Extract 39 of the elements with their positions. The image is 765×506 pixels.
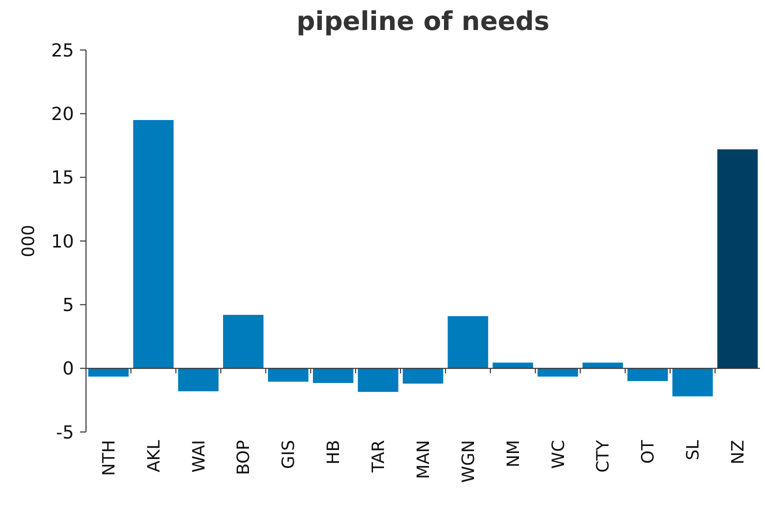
- x-tick-label: HB: [324, 440, 344, 464]
- bar: [268, 368, 308, 382]
- bar: [402, 368, 444, 384]
- x-tick-label: BOP: [234, 440, 254, 475]
- x-tick-label: SL: [684, 439, 704, 460]
- bar: [627, 368, 668, 382]
- x-tick-label: WC: [548, 440, 569, 469]
- bar: [582, 362, 623, 368]
- bar: [717, 149, 758, 368]
- y-tick-label: 5: [62, 294, 74, 316]
- y-axis-title: 000: [18, 224, 39, 258]
- bar: [358, 368, 398, 392]
- bar: [223, 314, 264, 368]
- bar: [492, 362, 534, 368]
- y-tick-label: 10: [51, 231, 74, 252]
- x-tick-label: WAI: [189, 440, 210, 473]
- x-tick-label: CTY: [594, 439, 614, 473]
- y-tick-label: 20: [51, 104, 74, 125]
- bar: [178, 368, 219, 392]
- bar: [88, 368, 129, 377]
- bar: [133, 120, 174, 368]
- x-tick-label: WGN: [458, 440, 479, 483]
- y-tick-label: 25: [51, 40, 74, 62]
- x-tick-label: OT: [638, 439, 659, 464]
- x-tick-label: TAR: [369, 440, 390, 474]
- y-tick-label: 0: [62, 358, 74, 380]
- y-tick-label: 15: [51, 168, 74, 189]
- x-tick-label: GIS: [279, 440, 300, 469]
- chart-title: pipeline of needs: [296, 7, 550, 37]
- x-tick-label: NM: [504, 440, 524, 468]
- x-tick-label: MAN: [414, 440, 434, 480]
- x-tick-label: NTH: [99, 440, 120, 476]
- x-tick-label: NZ: [728, 440, 748, 464]
- bar: [312, 368, 354, 383]
- bar: [538, 368, 578, 377]
- x-tick-label: AKL: [144, 439, 164, 472]
- bar: [672, 368, 713, 396]
- bar: [448, 316, 488, 368]
- y-tick-label: -5: [56, 422, 74, 444]
